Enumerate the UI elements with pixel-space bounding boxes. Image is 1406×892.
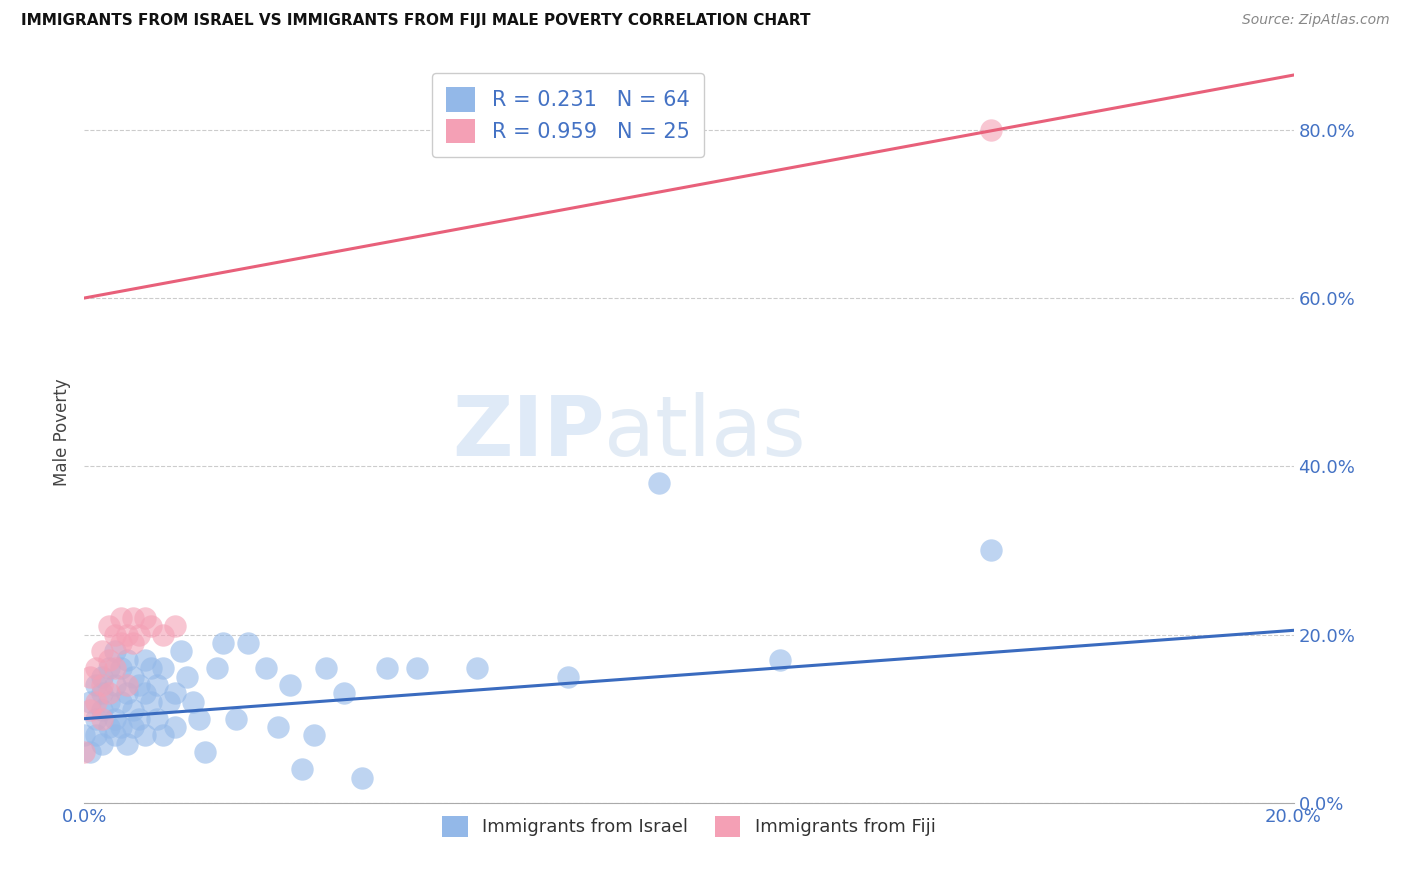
Point: [91, 670, 114, 684]
Point: [115, 627, 138, 641]
Point: [188, 712, 211, 726]
Point: [254, 661, 277, 675]
Point: [97, 661, 120, 675]
Point: [104, 678, 127, 692]
Point: [181, 695, 204, 709]
Point: [121, 636, 143, 650]
Point: [97, 653, 120, 667]
Point: [194, 745, 217, 759]
Point: [139, 661, 162, 675]
Point: [121, 720, 143, 734]
Point: [152, 627, 174, 641]
Point: [86, 729, 108, 743]
Point: [152, 729, 174, 743]
Point: [278, 678, 301, 692]
Point: [115, 737, 138, 751]
Point: [91, 737, 114, 751]
Point: [110, 661, 132, 675]
Point: [104, 729, 127, 743]
Point: [86, 712, 108, 726]
Point: [212, 636, 235, 650]
Point: [97, 619, 120, 633]
Y-axis label: Male Poverty: Male Poverty: [53, 379, 72, 486]
Point: [128, 712, 150, 726]
Point: [207, 661, 229, 675]
Point: [165, 720, 187, 734]
Point: [115, 686, 138, 700]
Point: [121, 670, 143, 684]
Point: [104, 627, 127, 641]
Point: [91, 703, 114, 717]
Point: [980, 122, 1002, 136]
Point: [146, 678, 169, 692]
Point: [352, 771, 374, 785]
Point: [139, 695, 162, 709]
Point: [406, 661, 429, 675]
Point: [86, 678, 108, 692]
Point: [86, 695, 108, 709]
Point: [139, 619, 162, 633]
Point: [79, 703, 101, 717]
Text: Source: ZipAtlas.com: Source: ZipAtlas.com: [1241, 13, 1389, 28]
Point: [104, 661, 127, 675]
Point: [73, 745, 96, 759]
Point: [648, 476, 671, 491]
Point: [79, 670, 101, 684]
Point: [110, 720, 132, 734]
Point: [91, 644, 114, 658]
Point: [315, 661, 337, 675]
Point: [170, 644, 193, 658]
Point: [128, 678, 150, 692]
Point: [110, 636, 132, 650]
Point: [557, 670, 579, 684]
Point: [134, 686, 156, 700]
Point: [97, 695, 120, 709]
Point: [134, 610, 156, 624]
Point: [79, 695, 101, 709]
Point: [302, 729, 325, 743]
Point: [91, 678, 114, 692]
Point: [333, 686, 356, 700]
Point: [73, 729, 96, 743]
Point: [157, 695, 180, 709]
Point: [115, 678, 138, 692]
Point: [165, 619, 187, 633]
Point: [375, 661, 398, 675]
Point: [165, 686, 187, 700]
Legend: Immigrants from Israel, Immigrants from Fiji: Immigrants from Israel, Immigrants from …: [430, 803, 948, 849]
Point: [152, 661, 174, 675]
Point: [291, 762, 314, 776]
Point: [146, 712, 169, 726]
Point: [467, 661, 489, 675]
Point: [110, 695, 132, 709]
Point: [91, 712, 114, 726]
Text: IMMIGRANTS FROM ISRAEL VS IMMIGRANTS FROM FIJI MALE POVERTY CORRELATION CHART: IMMIGRANTS FROM ISRAEL VS IMMIGRANTS FRO…: [21, 13, 811, 29]
Text: atlas: atlas: [605, 392, 806, 473]
Point: [115, 653, 138, 667]
Point: [236, 636, 259, 650]
Point: [104, 644, 127, 658]
Point: [267, 720, 290, 734]
Point: [128, 627, 150, 641]
Point: [110, 610, 132, 624]
Point: [104, 712, 127, 726]
Point: [980, 543, 1002, 558]
Point: [79, 745, 101, 759]
Text: ZIP: ZIP: [451, 392, 605, 473]
Point: [176, 670, 198, 684]
Point: [134, 653, 156, 667]
Point: [97, 686, 120, 700]
Point: [97, 720, 120, 734]
Point: [91, 686, 114, 700]
Point: [121, 610, 143, 624]
Point: [121, 703, 143, 717]
Point: [225, 712, 247, 726]
Point: [134, 729, 156, 743]
Point: [86, 661, 108, 675]
Point: [769, 653, 792, 667]
